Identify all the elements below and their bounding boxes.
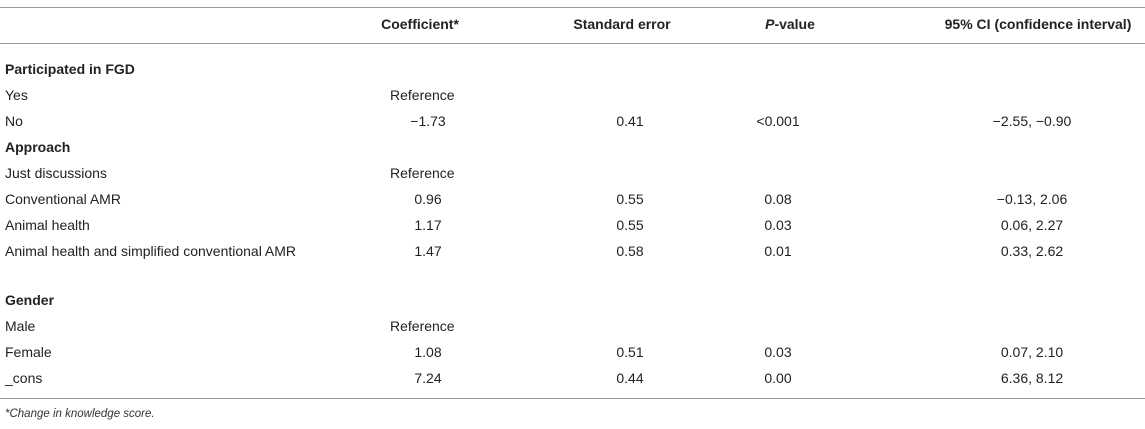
row-label: _cons bbox=[5, 370, 43, 386]
coefficient-cell: 0.96 bbox=[414, 191, 442, 207]
row-label: Conventional AMR bbox=[5, 191, 121, 207]
coefficient-cell: 1.17 bbox=[414, 217, 442, 233]
standard-error-cell: 0.51 bbox=[616, 344, 644, 360]
row-label: Participated in FGD bbox=[5, 61, 135, 77]
row-label: Animal health and simplified conventiona… bbox=[5, 243, 297, 259]
ci-cell: 6.36, 8.12 bbox=[1000, 370, 1064, 386]
ci-cell: 0.33, 2.62 bbox=[1000, 243, 1064, 259]
coefficient-cell: Reference bbox=[390, 318, 455, 334]
coefficient-cell: −1.73 bbox=[410, 113, 446, 129]
p-value-cell: 0.01 bbox=[764, 243, 792, 259]
coefficient-cell: 1.08 bbox=[414, 344, 442, 360]
top-rule bbox=[0, 7, 1145, 8]
row-label: Female bbox=[5, 344, 52, 360]
bottom-rule bbox=[0, 398, 1145, 399]
coefficient-cell: 7.24 bbox=[414, 370, 442, 386]
standard-error-cell: 0.41 bbox=[616, 113, 644, 129]
coefficient-cell: Reference bbox=[390, 87, 455, 103]
standard-error-cell: 0.55 bbox=[616, 191, 644, 207]
header-coefficient: Coefficient* bbox=[381, 16, 459, 32]
table-footnote: *Change in knowledge score. bbox=[5, 408, 155, 420]
row-label: Yes bbox=[5, 87, 28, 103]
ci-cell: −0.13, 2.06 bbox=[996, 191, 1068, 207]
ci-cell: 0.06, 2.27 bbox=[1000, 217, 1064, 233]
row-label: Male bbox=[5, 318, 36, 334]
row-label: Gender bbox=[5, 292, 55, 308]
header-confidence-interval: 95% CI (confidence interval) bbox=[944, 16, 1132, 32]
p-value-cell: 0.08 bbox=[764, 191, 792, 207]
row-label: Animal health bbox=[5, 217, 90, 233]
row-label: Just discussions bbox=[5, 165, 107, 181]
standard-error-cell: 0.58 bbox=[616, 243, 644, 259]
header-p-italic: P bbox=[765, 16, 775, 32]
p-value-cell: 0.00 bbox=[764, 370, 792, 386]
ci-cell: 0.07, 2.10 bbox=[1000, 344, 1064, 360]
p-value-cell: 0.03 bbox=[764, 217, 792, 233]
standard-error-cell: 0.55 bbox=[616, 217, 644, 233]
ci-cell: −2.55, −0.90 bbox=[992, 113, 1072, 129]
row-label: No bbox=[5, 113, 23, 129]
coefficient-cell: Reference bbox=[390, 165, 455, 181]
coefficient-cell: 1.47 bbox=[414, 243, 442, 259]
header-rule bbox=[0, 43, 1145, 44]
header-p-value: P-value bbox=[765, 16, 815, 32]
standard-error-cell: 0.44 bbox=[616, 370, 644, 386]
row-label: Approach bbox=[5, 139, 71, 155]
header-standard-error: Standard error bbox=[573, 16, 671, 32]
header-p-rest: -value bbox=[774, 16, 815, 32]
p-value-cell: 0.03 bbox=[764, 344, 792, 360]
p-value-cell: <0.001 bbox=[756, 113, 800, 129]
